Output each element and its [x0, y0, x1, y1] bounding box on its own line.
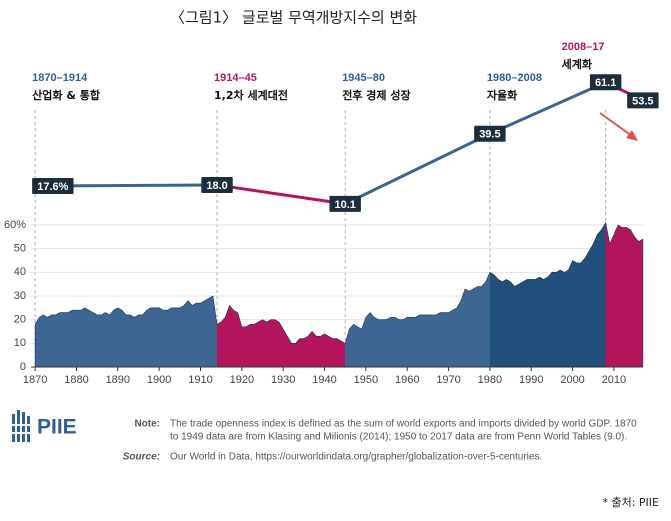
note-line: The trade openness index is defined as t… — [170, 419, 637, 430]
area — [34, 221, 644, 368]
label-box — [474, 125, 506, 142]
x-tick-label: 1920 — [230, 374, 254, 386]
x-tick-label: 2000 — [560, 374, 584, 386]
value-label: 18.0 — [206, 180, 227, 192]
source-label: Source: — [123, 452, 160, 463]
source: Our World in Data, https://ourworldindat… — [170, 452, 542, 463]
x-tick-label: 1950 — [354, 374, 378, 386]
note-label: Note: — [134, 419, 160, 430]
x-tick-label: 1940 — [312, 374, 336, 386]
point-label: 17.6% — [32, 178, 74, 195]
value-label: 61.1 — [595, 77, 616, 89]
x-tick-label: 1930 — [271, 374, 295, 386]
y-tick-label: 60% — [4, 219, 26, 231]
line-segment — [344, 132, 491, 206]
x-tick-label: 1970 — [436, 374, 460, 386]
label-box — [627, 92, 659, 109]
label-box — [32, 178, 74, 195]
line-segment — [216, 183, 346, 206]
logo-icon — [12, 410, 33, 442]
value-label: 39.5 — [479, 129, 500, 141]
credit: * 출처: PIIE — [602, 496, 659, 509]
x-tick-label: 1890 — [106, 374, 130, 386]
era-label: 산업화 & 통합 — [32, 88, 100, 102]
era-label: 1,2차 세계대전 — [214, 88, 288, 102]
label-box — [329, 195, 361, 212]
page-title: 〈그림1〉 글로벌 무역개방지수의 변화 — [170, 9, 417, 27]
era-label: 자율화 — [487, 88, 517, 102]
note-line: to 1949 data are from Klasing and Milion… — [170, 432, 627, 443]
point-label: 10.1 — [329, 195, 361, 212]
y-tick-label: 40 — [14, 266, 26, 278]
value-label: 10.1 — [334, 199, 355, 211]
value-label: 53.5 — [632, 95, 653, 107]
era-years: 1945–80 — [342, 72, 385, 84]
x-tick-label: 2010 — [602, 374, 626, 386]
point-label: 18.0 — [201, 177, 233, 194]
x-tick-label: 1900 — [147, 374, 171, 386]
label-box — [589, 74, 622, 91]
y-tick-label: 10 — [14, 337, 26, 349]
era-label: 세계화 — [562, 57, 592, 71]
y-tick-label: 20 — [14, 314, 26, 326]
x-tick-label: 1960 — [395, 374, 419, 386]
point-label: 61.1 — [589, 74, 622, 91]
line-segment — [489, 80, 607, 136]
value-label: 17.6% — [37, 181, 68, 193]
logo: PIIE — [37, 416, 77, 439]
era-years: 2008–17 — [562, 41, 605, 53]
y-tick-label: 30 — [14, 290, 26, 302]
label-box — [201, 177, 233, 194]
era-years: 1914–45 — [214, 72, 257, 84]
era-years: 1980–2008 — [487, 72, 542, 84]
point-label: 53.5 — [627, 92, 659, 109]
y-tick-label: 0 — [20, 361, 26, 373]
x-tick-label: 1870 — [23, 374, 47, 386]
era-label: 전후 경제 성장 — [342, 88, 410, 102]
x-tick-label: 1910 — [188, 374, 212, 386]
x-tick-label: 1980 — [478, 374, 502, 386]
x-tick-label: 1990 — [519, 374, 543, 386]
x-tick-label: 1880 — [64, 374, 88, 386]
y-tick-label: 50 — [14, 243, 26, 255]
point-label: 39.5 — [474, 125, 506, 142]
era-years: 1870–1914 — [32, 72, 88, 84]
